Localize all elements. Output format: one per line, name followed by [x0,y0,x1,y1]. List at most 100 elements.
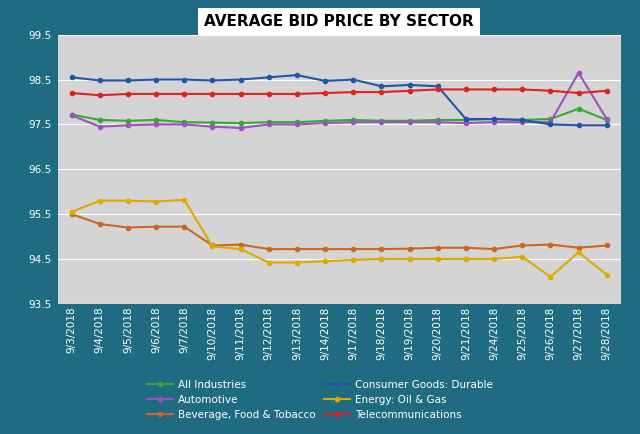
Consumer Goods: Durable: (14, 97.6): Durable: (14, 97.6) [462,116,470,122]
Automotive [96,124,104,129]
All Industries [152,117,160,122]
Energy: Oil & Gas: (19, 94.2): Oil & Gas: (19, 94.2) [603,272,611,277]
All Industries [237,121,244,126]
Beverage, Food & Tobacco [349,247,357,252]
Energy: Oil & Gas: (15, 94.5): Oil & Gas: (15, 94.5) [490,256,498,262]
Title: AVERAGE BID PRICE BY SECTOR: AVERAGE BID PRICE BY SECTOR [204,14,474,30]
Consumer Goods: Durable: (4, 98.5): Durable: (4, 98.5) [180,77,188,82]
Beverage, Food & Tobacco [434,245,442,250]
Telecommunications [96,92,104,98]
Telecommunications [518,87,526,92]
All Industries [96,117,104,122]
All Industries [462,117,470,122]
Consumer Goods: Durable: (18, 97.5): Durable: (18, 97.5) [575,123,582,128]
All Industries [547,116,554,122]
Consumer Goods: Durable: (17, 97.5): Durable: (17, 97.5) [547,122,554,127]
All Industries [209,120,216,125]
Energy: Oil & Gas: (14, 94.5): Oil & Gas: (14, 94.5) [462,256,470,262]
Telecommunications [209,91,216,96]
Line: Automotive: Automotive [70,71,609,130]
All Industries [406,118,413,123]
Consumer Goods: Durable: (12, 98.4): Durable: (12, 98.4) [406,82,413,88]
Telecommunications [547,88,554,93]
Energy: Oil & Gas: (8, 94.4): Oil & Gas: (8, 94.4) [293,260,301,265]
Telecommunications [237,91,244,96]
All Industries [265,120,273,125]
Energy: Oil & Gas: (12, 94.5): Oil & Gas: (12, 94.5) [406,256,413,262]
Consumer Goods: Durable: (0, 98.5): Durable: (0, 98.5) [68,75,76,80]
Automotive [237,125,244,131]
Energy: Oil & Gas: (16, 94.5): Oil & Gas: (16, 94.5) [518,254,526,260]
All Industries [68,112,76,117]
Telecommunications [293,91,301,96]
Automotive [124,123,132,128]
Beverage, Food & Tobacco [124,225,132,230]
Automotive [180,122,188,127]
Energy: Oil & Gas: (1, 95.8): Oil & Gas: (1, 95.8) [96,198,104,203]
Automotive [321,121,329,126]
All Industries [518,117,526,122]
Automotive [575,70,582,76]
Consumer Goods: Durable: (8, 98.6): Durable: (8, 98.6) [293,72,301,78]
Beverage, Food & Tobacco [152,224,160,229]
All Industries [293,120,301,125]
Energy: Oil & Gas: (7, 94.4): Oil & Gas: (7, 94.4) [265,260,273,265]
Energy: Oil & Gas: (17, 94.1): Oil & Gas: (17, 94.1) [547,274,554,279]
Energy: Oil & Gas: (6, 94.7): Oil & Gas: (6, 94.7) [237,247,244,252]
Beverage, Food & Tobacco [603,243,611,248]
Automotive [547,120,554,125]
Beverage, Food & Tobacco [237,242,244,247]
Energy: Oil & Gas: (10, 94.5): Oil & Gas: (10, 94.5) [349,257,357,263]
Automotive [406,120,413,125]
Energy: Oil & Gas: (11, 94.5): Oil & Gas: (11, 94.5) [378,256,385,262]
Consumer Goods: Durable: (19, 97.5): Durable: (19, 97.5) [603,123,611,128]
Line: Beverage, Food & Tobacco: Beverage, Food & Tobacco [70,212,609,251]
Energy: Oil & Gas: (9, 94.5): Oil & Gas: (9, 94.5) [321,259,329,264]
Consumer Goods: Durable: (3, 98.5): Durable: (3, 98.5) [152,77,160,82]
Consumer Goods: Durable: (9, 98.5): Durable: (9, 98.5) [321,78,329,83]
Telecommunications [321,90,329,95]
All Industries [124,118,132,123]
Telecommunications [180,91,188,96]
Automotive [434,120,442,125]
Automotive [68,113,76,118]
Beverage, Food & Tobacco [518,243,526,248]
Telecommunications [349,89,357,95]
Energy: Oil & Gas: (13, 94.5): Oil & Gas: (13, 94.5) [434,256,442,262]
All Industries [349,117,357,122]
Beverage, Food & Tobacco [406,246,413,251]
Automotive [378,120,385,125]
Telecommunications [152,91,160,96]
Energy: Oil & Gas: (3, 95.8): Oil & Gas: (3, 95.8) [152,199,160,204]
Telecommunications [68,90,76,95]
Consumer Goods: Durable: (5, 98.5): Durable: (5, 98.5) [209,78,216,83]
Consumer Goods: Durable: (15, 97.6): Durable: (15, 97.6) [490,116,498,122]
All Industries [490,116,498,122]
Consumer Goods: Durable: (7, 98.5): Durable: (7, 98.5) [265,75,273,80]
Beverage, Food & Tobacco [321,247,329,252]
Line: Energy: Oil & Gas: Energy: Oil & Gas [70,197,609,279]
Consumer Goods: Durable: (2, 98.5): Durable: (2, 98.5) [124,78,132,83]
Telecommunications [490,87,498,92]
Telecommunications [575,90,582,95]
Telecommunications [603,88,611,93]
Consumer Goods: Durable: (13, 98.3): Durable: (13, 98.3) [434,84,442,89]
Beverage, Food & Tobacco [547,242,554,247]
Automotive [293,122,301,127]
All Industries [321,118,329,123]
Automotive [349,120,357,125]
Telecommunications [406,88,413,93]
Telecommunications [378,89,385,95]
Line: All Industries: All Industries [70,107,609,125]
Automotive [490,120,498,125]
Telecommunications [462,87,470,92]
All Industries [378,118,385,123]
Automotive [265,122,273,127]
Beverage, Food & Tobacco [96,221,104,227]
Consumer Goods: Durable: (16, 97.6): Durable: (16, 97.6) [518,117,526,122]
Consumer Goods: Durable: (11, 98.3): Durable: (11, 98.3) [378,84,385,89]
All Industries [434,117,442,122]
Line: Telecommunications: Telecommunications [70,87,609,97]
Beverage, Food & Tobacco [209,243,216,248]
Beverage, Food & Tobacco [293,247,301,252]
